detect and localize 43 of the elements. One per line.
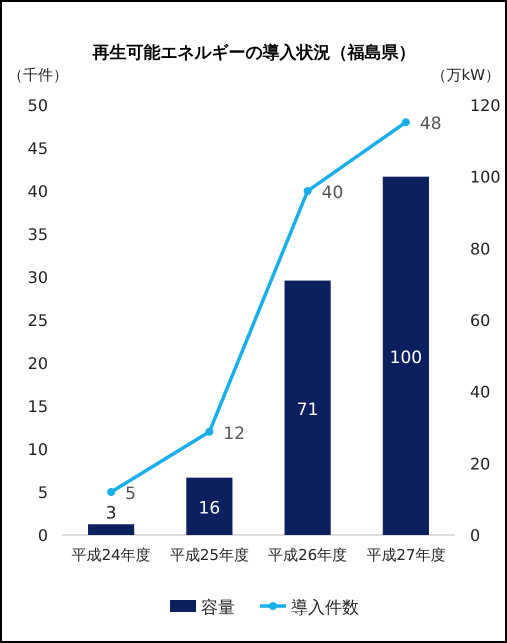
bar [382, 176, 429, 535]
y-tick-label: 40 [28, 182, 48, 201]
y-tick-label: 10 [28, 440, 48, 459]
y2-tick-label: 80 [470, 239, 490, 258]
y-tick-label: 30 [28, 268, 48, 287]
data-label: 40 [322, 183, 344, 203]
legend-label: 容量 [201, 598, 235, 618]
data-label: 16 [198, 498, 220, 518]
point [402, 118, 410, 126]
point [107, 488, 116, 496]
data-label: 71 [296, 400, 318, 420]
y-tick-label: 0 [38, 526, 48, 545]
data-label: 5 [125, 484, 136, 504]
data-label: 3 [106, 503, 117, 524]
bar [186, 478, 232, 535]
legend-label: 導入件数 [291, 598, 359, 618]
point [205, 428, 214, 436]
y2-tick-label: 0 [470, 526, 480, 545]
point [304, 187, 312, 195]
y2-tick-label: 100 [470, 168, 501, 187]
y-tick-label: 45 [28, 139, 48, 158]
y2-axis-title: （万kW） [431, 66, 500, 84]
data-label: 12 [223, 424, 246, 444]
y-axis-title: （千件） [8, 66, 68, 84]
y-tick-label: 50 [28, 96, 48, 115]
data-label: 48 [420, 114, 442, 134]
x-tick-label: 平成27年度 [366, 546, 446, 564]
bar [284, 280, 331, 535]
y-tick-label: 15 [28, 397, 48, 416]
chart-title: 再生可能エネルギーの導入状況（福島県） [92, 43, 416, 63]
x-tick-label: 平成26年度 [268, 546, 348, 564]
data-label: 100 [390, 348, 422, 368]
y2-tick-label: 20 [470, 454, 490, 474]
y2-tick-label: 60 [470, 311, 490, 330]
y-tick-label: 5 [38, 483, 48, 502]
y2-tick-label: 120 [470, 96, 501, 115]
y-tick-label: 25 [28, 311, 48, 330]
y-tick-label: 20 [28, 354, 48, 373]
y2-tick-label: 40 [470, 382, 490, 402]
x-tick-label: 平成24年度 [72, 546, 151, 564]
bar [88, 524, 134, 535]
x-tick-label: 平成25年度 [170, 546, 249, 564]
y-tick-label: 35 [28, 225, 48, 244]
